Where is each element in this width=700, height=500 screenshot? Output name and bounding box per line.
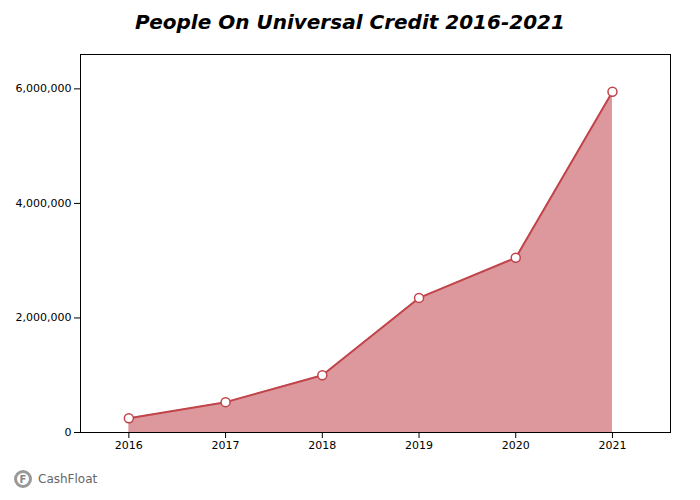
svg-text:2020: 2020 xyxy=(502,439,530,452)
html-text:CashFloat: CashFloat xyxy=(38,472,98,486)
svg-text:6,000,000: 6,000,000 xyxy=(16,82,72,95)
svg-text:4,000,000: 4,000,000 xyxy=(16,197,72,210)
svg-text:2016: 2016 xyxy=(115,439,143,452)
svg-text:0: 0 xyxy=(65,426,72,439)
svg-text:2017: 2017 xyxy=(212,439,240,452)
svg-text:2,000,000: 2,000,000 xyxy=(16,311,72,324)
svg-text:2018: 2018 xyxy=(308,439,336,452)
svg-text:2019: 2019 xyxy=(405,439,433,452)
html-text:F: F xyxy=(19,473,27,485)
svg-text:2021: 2021 xyxy=(598,439,626,452)
html-text:People On Universal Credit 201: People On Universal Credit 2016-2021 xyxy=(135,10,565,34)
